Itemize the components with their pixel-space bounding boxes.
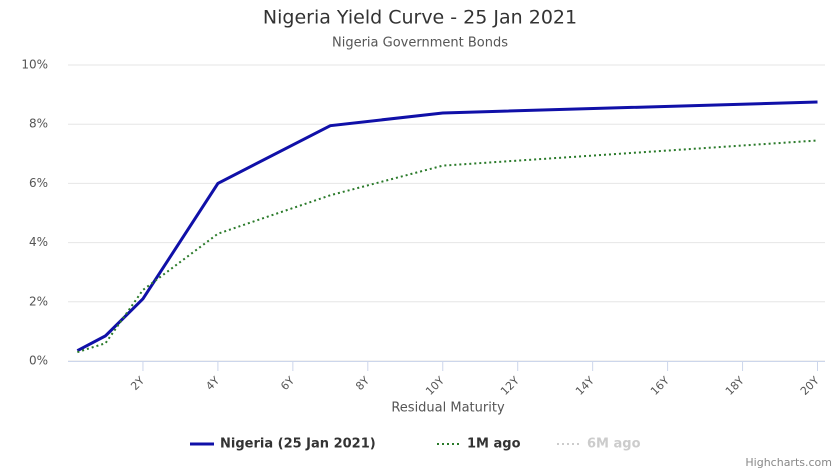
y-tick-label: 10%: [21, 58, 48, 72]
y-tick-label: 0%: [29, 354, 48, 368]
series-line: [77, 139, 818, 354]
x-tick-label: 10Y: [423, 374, 447, 398]
legend-label[interactable]: 6M ago: [587, 437, 641, 452]
x-tick-label: 12Y: [498, 374, 522, 398]
chart-title: Nigeria Yield Curve - 25 Jan 2021: [263, 7, 577, 29]
chart-subtitle: Nigeria Government Bonds: [332, 36, 508, 51]
x-tick-label: 18Y: [723, 374, 747, 398]
y-tick-label: 2%: [29, 294, 48, 308]
y-tick-label: 8%: [29, 117, 48, 131]
credits: Highcharts.com: [745, 456, 832, 469]
y-tick-label: 6%: [29, 176, 48, 190]
series-line: [76, 100, 818, 352]
x-axis-title: Residual Maturity: [391, 401, 505, 416]
x-tick-label: 16Y: [648, 374, 672, 398]
x-tick-label: 8Y: [353, 374, 372, 393]
x-tick-label: 20Y: [798, 374, 822, 398]
x-tick-label: 6Y: [278, 374, 297, 393]
x-tick-label: 2Y: [128, 374, 147, 393]
x-tick-label: 4Y: [203, 374, 222, 393]
legend-label[interactable]: Nigeria (25 Jan 2021): [220, 437, 376, 452]
x-tick-label: 14Y: [573, 374, 597, 398]
legend-label[interactable]: 1M ago: [467, 437, 521, 452]
y-tick-label: 4%: [29, 235, 48, 249]
